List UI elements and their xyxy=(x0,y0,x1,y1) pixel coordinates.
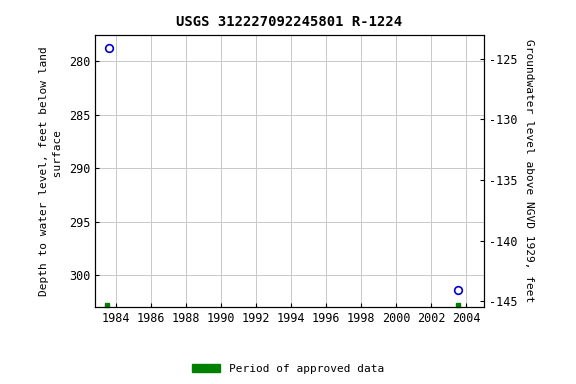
Y-axis label: Depth to water level, feet below land
     surface: Depth to water level, feet below land su… xyxy=(39,46,63,296)
Title: USGS 312227092245801 R-1224: USGS 312227092245801 R-1224 xyxy=(176,15,403,29)
Legend: Period of approved data: Period of approved data xyxy=(188,359,388,379)
Y-axis label: Groundwater level above NGVD 1929, feet: Groundwater level above NGVD 1929, feet xyxy=(524,39,534,303)
